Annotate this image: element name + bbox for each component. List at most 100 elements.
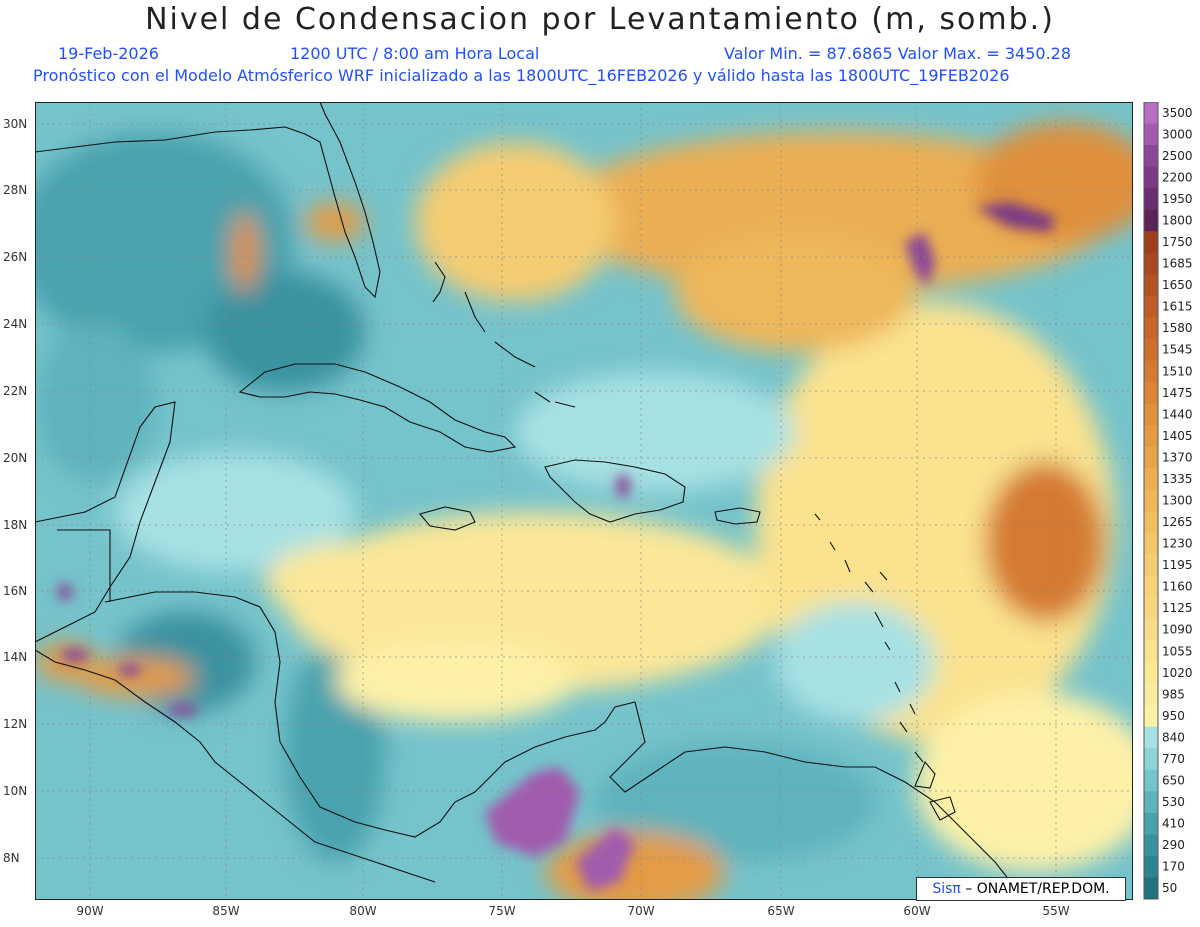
legend-swatch <box>1144 295 1158 318</box>
legend-swatch <box>1144 705 1158 728</box>
lat-tick-label: 24N <box>3 317 28 331</box>
graticule <box>35 102 1133 900</box>
legend-swatch <box>1144 662 1158 685</box>
legend-label: 170 <box>1162 860 1185 874</box>
legend-swatch <box>1144 791 1158 814</box>
lat-tick-label: 20N <box>3 451 28 465</box>
legend-label: 650 <box>1162 774 1185 788</box>
legend-swatch <box>1144 317 1158 340</box>
lat-tick-label: 22N <box>3 384 28 398</box>
lat-tick-label: 16N <box>3 584 28 598</box>
legend-swatch <box>1144 102 1158 125</box>
legend-swatch <box>1144 338 1158 361</box>
lon-tick-label: 55W <box>1042 904 1070 918</box>
legend-frame <box>1143 102 1159 900</box>
legend-label: 1800 <box>1162 213 1193 227</box>
legend-label: 50 <box>1162 881 1177 895</box>
legend-swatch <box>1144 683 1158 706</box>
legend-label: 1510 <box>1162 364 1193 378</box>
legend-swatch <box>1144 834 1158 857</box>
legend-swatch <box>1144 597 1158 620</box>
legend-swatch <box>1144 468 1158 491</box>
lat-tick-label: 26N <box>3 250 28 264</box>
credit-box: Sisπ – ONAMET/REP.DOM. <box>916 877 1126 901</box>
legend-label: 1020 <box>1162 666 1193 680</box>
credit-brand: Sisπ <box>932 881 961 897</box>
legend-swatch <box>1144 209 1158 232</box>
lat-tick-label: 14N <box>3 650 28 664</box>
map-title: Nivel de Condensacion por Levantamiento … <box>145 2 1055 37</box>
legend-label: 1300 <box>1162 494 1193 508</box>
legend-label: 2500 <box>1162 149 1193 163</box>
legend-label: 1440 <box>1162 407 1193 421</box>
legend-swatch <box>1144 748 1158 771</box>
legend-label: 1545 <box>1162 343 1193 357</box>
legend-label: 1580 <box>1162 321 1193 335</box>
credit-text: – ONAMET/REP.DOM. <box>960 881 1110 897</box>
legend-swatch <box>1144 511 1158 534</box>
legend-swatch <box>1144 554 1158 577</box>
legend-label: 985 <box>1162 687 1185 701</box>
legend-swatch <box>1144 274 1158 297</box>
legend-swatch <box>1144 123 1158 146</box>
legend-label: 530 <box>1162 795 1185 809</box>
lat-tick-label: 28N <box>3 183 28 197</box>
map-frame <box>35 102 1133 900</box>
legend-label: 840 <box>1162 730 1185 744</box>
legend-label: 770 <box>1162 752 1185 766</box>
legend-swatch <box>1144 618 1158 642</box>
legend-swatch <box>1144 726 1158 749</box>
coastlines <box>35 102 1026 900</box>
legend-label: 950 <box>1162 709 1185 723</box>
legend-label: 1650 <box>1162 278 1193 292</box>
legend-swatch <box>1144 252 1158 275</box>
legend-label: 1090 <box>1162 623 1193 637</box>
legend-label: 3500 <box>1162 106 1193 120</box>
lat-tick-label: 12N <box>3 717 28 731</box>
legend-label: 1230 <box>1162 537 1193 551</box>
valid-date: 19-Feb-2026 <box>58 44 159 63</box>
legend-label: 1475 <box>1162 386 1193 400</box>
lon-tick-label: 85W <box>212 904 240 918</box>
lat-tick-label: 10N <box>3 784 28 798</box>
legend-label: 290 <box>1162 838 1185 852</box>
legend-label: 1685 <box>1162 257 1193 271</box>
legend-label: 1125 <box>1162 601 1193 615</box>
lon-tick-label: 60W <box>903 904 931 918</box>
legend-swatch <box>1144 360 1158 383</box>
legend-label: 1405 <box>1162 429 1193 443</box>
legend-label: 1335 <box>1162 472 1193 486</box>
lcl-field <box>35 122 1133 900</box>
legend-swatch <box>1144 382 1158 405</box>
legend-swatch <box>1144 188 1158 211</box>
legend-swatch <box>1144 575 1158 598</box>
legend-label: 1055 <box>1162 644 1193 658</box>
legend-swatch <box>1144 425 1158 448</box>
legend-swatch <box>1144 877 1158 900</box>
lcl-map <box>35 102 1133 900</box>
color-legend: 3500 3000 2500 2200 1950 1800 1750 1685 1650 1615… <box>1143 102 1193 900</box>
lat-tick-label: 30N <box>3 117 28 131</box>
legend-swatch <box>1144 769 1158 792</box>
lat-tick-label: 8N <box>3 851 20 865</box>
legend-label: 1265 <box>1162 515 1193 529</box>
lon-tick-label: 65W <box>767 904 795 918</box>
high-lcl-cores <box>57 202 1055 892</box>
legend-swatch <box>1144 231 1158 254</box>
legend-swatch <box>1144 166 1158 189</box>
legend-swatch <box>1144 403 1158 426</box>
legend-label: 1615 <box>1162 300 1193 314</box>
legend-label: 1950 <box>1162 192 1193 206</box>
valid-time: 1200 UTC / 8:00 am Hora Local <box>290 44 540 63</box>
legend-swatch <box>1144 446 1158 469</box>
legend-label: 410 <box>1162 817 1185 831</box>
lon-tick-label: 80W <box>349 904 377 918</box>
lon-tick-label: 70W <box>627 904 655 918</box>
legend-swatch <box>1144 640 1158 663</box>
legend-swatch <box>1144 812 1158 835</box>
legend-swatch <box>1144 145 1158 168</box>
legend-label: 1195 <box>1162 558 1193 572</box>
legend-swatch <box>1144 489 1158 512</box>
lon-tick-label: 75W <box>488 904 516 918</box>
legend-label: 1370 <box>1162 450 1193 464</box>
